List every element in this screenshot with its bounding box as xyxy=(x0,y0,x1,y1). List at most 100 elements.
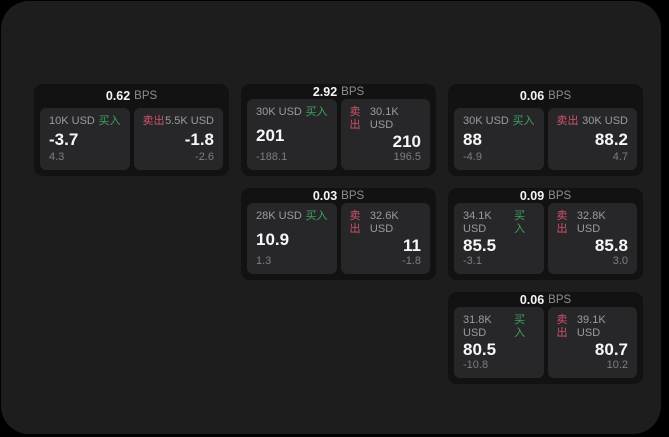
buy-tile[interactable]: 34.1K USD 买入 85.5 -3.1 xyxy=(454,203,544,274)
buy-label: 买入 xyxy=(514,314,526,339)
quote-card: 0.03 BPS 28K USD 买入 10.9 1.3 卖出 32.6K US… xyxy=(241,188,436,280)
spread-bps-value: 0.09 xyxy=(519,188,545,203)
sell-tile[interactable]: 卖出 32.6K USD 11 -1.8 xyxy=(340,203,430,274)
buy-label: 买入 xyxy=(514,210,526,235)
buy-price: -3.7 xyxy=(49,130,79,149)
sell-amount: 32.6K USD xyxy=(369,210,399,235)
spread-bps-unit: BPS xyxy=(548,189,572,202)
sell-amount: 32.8K USD xyxy=(576,210,606,235)
spread-header: 0.06 BPS xyxy=(454,292,637,307)
sell-top-row: 卖出 32.8K USD xyxy=(557,210,629,236)
buy-change: -188.1 xyxy=(256,151,288,163)
sell-label: 卖出 xyxy=(556,314,568,339)
sell-label: 卖出 xyxy=(142,115,165,127)
quote-card-body: 30K USD 买入 88 -4.9 卖出 30K USD 88.2 4.7 xyxy=(454,108,637,170)
buy-amount: 30K USD xyxy=(463,115,509,127)
sell-price: 88.2 xyxy=(594,130,628,149)
sell-price: 210 xyxy=(392,132,421,151)
sell-amount: 5.5K USD xyxy=(165,115,214,127)
spread-bps-unit: BPS xyxy=(341,189,365,202)
buy-price: 80.5 xyxy=(463,340,497,359)
quote-card-body: 31.8K USD 买入 80.5 -10.8 卖出 39.1K USD 80.… xyxy=(454,307,637,378)
spread-header: 0.09 BPS xyxy=(454,188,637,203)
sell-top-row: 卖出 39.1K USD xyxy=(557,314,629,340)
quote-card: 0.06 BPS 31.8K USD 买入 80.5 -10.8 卖出 39.1… xyxy=(448,292,643,384)
sell-tile[interactable]: 卖出 30.1K USD 210 196.5 xyxy=(340,99,430,170)
spread-bps-unit: BPS xyxy=(548,90,572,102)
sell-change: 4.7 xyxy=(612,151,628,163)
sell-top-row: 卖出 30K USD xyxy=(557,115,629,128)
sell-label: 卖出 xyxy=(556,210,568,235)
buy-tile[interactable]: 28K USD 买入 10.9 1.3 xyxy=(247,203,337,274)
spread-bps-value: 0.06 xyxy=(519,292,545,307)
sell-tile[interactable]: 卖出 5.5K USD -1.8 -2.6 xyxy=(133,108,223,170)
buy-change: -10.8 xyxy=(463,359,489,371)
spread-header: 0.06 BPS xyxy=(454,84,637,108)
sell-change: 196.5 xyxy=(393,151,421,163)
buy-top-row: 30K USD 买入 xyxy=(256,106,328,119)
buy-amount: 28K USD xyxy=(256,210,302,222)
buy-amount: 10K USD xyxy=(49,115,95,127)
spread-bps-value: 0.03 xyxy=(312,188,338,203)
spread-header: 0.03 BPS xyxy=(247,188,430,203)
spread-bps-value: 0.62 xyxy=(105,89,131,103)
sell-change: -2.6 xyxy=(195,151,214,163)
buy-change: -4.9 xyxy=(463,151,482,163)
buy-price: 88 xyxy=(463,130,482,149)
spread-bps-value: 0.06 xyxy=(519,89,545,103)
spread-bps-value: 2.92 xyxy=(312,84,338,99)
sell-top-row: 卖出 5.5K USD xyxy=(143,115,215,128)
sell-tile[interactable]: 卖出 30K USD 88.2 4.7 xyxy=(547,108,637,170)
quote-card-body: 10K USD 买入 -3.7 4.3 卖出 5.5K USD -1.8 -2.… xyxy=(40,108,223,170)
quote-card: 0.09 BPS 34.1K USD 买入 85.5 -3.1 卖出 32.8K… xyxy=(448,188,643,280)
sell-amount: 30.1K USD xyxy=(369,106,399,131)
buy-tile[interactable]: 30K USD 买入 201 -188.1 xyxy=(247,99,337,170)
buy-change: -3.1 xyxy=(463,255,482,267)
buy-price: 10.9 xyxy=(256,229,290,249)
spread-bps-unit: BPS xyxy=(548,293,572,306)
buy-amount: 30K USD xyxy=(256,106,302,118)
sell-top-row: 卖出 32.6K USD xyxy=(350,210,422,236)
quotes-panel: 0.62 BPS 10K USD 买入 -3.7 4.3 卖出 5.5K USD… xyxy=(1,1,661,434)
buy-tile[interactable]: 31.8K USD 买入 80.5 -10.8 xyxy=(454,307,544,378)
buy-top-row: 28K USD 买入 xyxy=(256,210,328,223)
spread-header: 0.62 BPS xyxy=(40,84,223,108)
sell-label: 卖出 xyxy=(349,106,361,131)
sell-change: 10.2 xyxy=(606,359,628,371)
buy-top-row: 30K USD 买入 xyxy=(463,115,535,128)
quote-card: 0.06 BPS 30K USD 买入 88 -4.9 卖出 30K USD 8… xyxy=(448,84,643,176)
sell-price: 85.8 xyxy=(594,236,628,255)
sell-price: -1.8 xyxy=(184,130,214,149)
sell-amount: 39.1K USD xyxy=(576,314,606,339)
quote-card-body: 28K USD 买入 10.9 1.3 卖出 32.6K USD 11 -1.8 xyxy=(247,203,430,274)
buy-top-row: 10K USD 买入 xyxy=(49,115,121,128)
spread-header: 2.92 BPS xyxy=(247,84,430,99)
sell-change: 3.0 xyxy=(612,255,628,267)
buy-amount: 34.1K USD xyxy=(463,210,492,235)
buy-change: 1.3 xyxy=(256,255,272,267)
quote-card-body: 30K USD 买入 201 -188.1 卖出 30.1K USD 210 1… xyxy=(247,99,430,170)
buy-tile[interactable]: 10K USD 买入 -3.7 4.3 xyxy=(40,108,130,170)
sell-label: 卖出 xyxy=(556,115,579,127)
buy-price: 85.5 xyxy=(463,236,497,255)
quote-card: 0.62 BPS 10K USD 买入 -3.7 4.3 卖出 5.5K USD… xyxy=(34,84,229,176)
spread-bps-unit: BPS xyxy=(341,85,365,98)
sell-tile[interactable]: 卖出 32.8K USD 85.8 3.0 xyxy=(547,203,637,274)
quote-card-body: 34.1K USD 买入 85.5 -3.1 卖出 32.8K USD 85.8… xyxy=(454,203,637,274)
buy-label: 买入 xyxy=(305,106,328,118)
buy-change: 4.3 xyxy=(49,151,65,163)
sell-tile[interactable]: 卖出 39.1K USD 80.7 10.2 xyxy=(547,307,637,378)
buy-amount: 31.8K USD xyxy=(463,314,492,339)
buy-price: 201 xyxy=(256,125,285,145)
buy-tile[interactable]: 30K USD 买入 88 -4.9 xyxy=(454,108,544,170)
quote-grid: 0.62 BPS 10K USD 买入 -3.7 4.3 卖出 5.5K USD… xyxy=(34,84,643,384)
sell-change: -1.8 xyxy=(402,255,421,267)
sell-label: 卖出 xyxy=(349,210,361,235)
sell-price: 80.7 xyxy=(594,340,628,359)
buy-label: 买入 xyxy=(512,115,535,127)
buy-label: 买入 xyxy=(305,210,328,222)
buy-label: 买入 xyxy=(98,115,121,127)
quote-card: 2.92 BPS 30K USD 买入 201 -188.1 卖出 30.1K … xyxy=(241,84,436,176)
buy-top-row: 34.1K USD 买入 xyxy=(463,210,535,236)
